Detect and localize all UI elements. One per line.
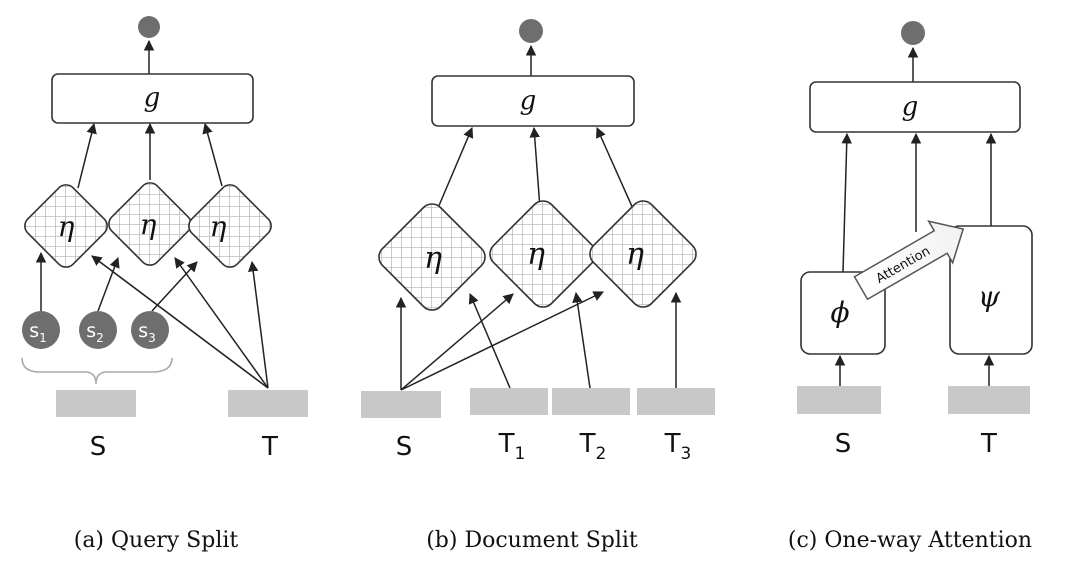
doc-label-2: T2	[579, 429, 607, 464]
segment-s3: s3	[131, 311, 169, 349]
g-label: g	[144, 83, 161, 113]
doc-input-bar-1	[470, 388, 548, 415]
doc-label-1: T1	[498, 429, 526, 464]
arrow-eta3-to-g	[596, 127, 639, 221]
segment-s2: s2	[79, 311, 117, 349]
query-input-bar	[797, 386, 881, 414]
doc-input-bar	[228, 390, 308, 417]
panel-b-document-split: g η η η S T1 T2 T3 (b) Documen	[361, 19, 715, 553]
eta-label: η	[424, 241, 442, 276]
query-label: S	[835, 429, 852, 459]
svg-text:s1: s1	[29, 320, 47, 345]
g-label: g	[902, 92, 919, 122]
panel-c-one-way-attention: g ϕ ψ Attention S T (c) One-way Attentio…	[788, 21, 1033, 553]
eta-label: η	[210, 210, 227, 243]
eta-block-3: η	[188, 184, 272, 268]
svg-text:s3: s3	[138, 320, 156, 345]
svg-text:s2: s2	[86, 320, 104, 345]
segment-brace	[21, 357, 173, 385]
caption-c: (c) One-way Attention	[788, 528, 1032, 553]
eta-block-1: η	[378, 203, 486, 311]
eta-block-2: η	[108, 182, 192, 266]
query-label: S	[396, 432, 413, 462]
arrow-t-to-eta2	[174, 257, 269, 389]
doc-input-bar-2	[552, 388, 630, 415]
phi-label: ϕ	[830, 296, 849, 329]
psi-label: ψ	[978, 280, 1001, 313]
g-box	[809, 81, 1021, 133]
g-label: g	[520, 86, 537, 116]
arrow-s-to-eta2	[400, 293, 514, 391]
eta-block-1: η	[24, 184, 108, 268]
eta-block-3: η	[589, 200, 697, 308]
arrow-s-to-eta3	[400, 291, 604, 391]
query-input-bar	[56, 390, 136, 417]
doc-label: T	[261, 432, 278, 462]
eta-block-2: η	[489, 200, 597, 308]
arrow-eta1-to-g	[77, 122, 97, 189]
arrow-eta3-to-g	[202, 122, 223, 187]
output-dot	[901, 21, 925, 45]
doc-input-bar	[948, 386, 1030, 414]
eta-label: η	[140, 208, 157, 241]
segment-s1: s1	[22, 311, 60, 349]
arrow-s2-to-eta2	[97, 257, 120, 312]
arrow-t2-to-eta2	[572, 291, 591, 389]
arrow-t1-to-eta1	[468, 293, 511, 389]
output-dot	[138, 16, 160, 38]
arrow-s3-to-eta3	[151, 261, 198, 312]
eta-label: η	[527, 237, 545, 272]
eta-label: η	[58, 210, 75, 243]
g-box	[431, 75, 635, 127]
arrow-phi-to-g	[841, 132, 852, 273]
panel-a-query-split: g η η η s1 s2	[21, 16, 308, 553]
output-dot	[519, 19, 543, 43]
doc-input-bar-3	[637, 388, 715, 415]
doc-label: T	[980, 429, 997, 459]
doc-label-3: T3	[664, 429, 692, 464]
arrow-t-to-eta3	[247, 260, 269, 389]
query-input-bar	[361, 391, 441, 418]
query-label: S	[90, 432, 107, 462]
caption-b: (b) Document Split	[426, 528, 638, 553]
eta-label: η	[626, 237, 644, 272]
arrow-t-to-eta1	[91, 255, 269, 389]
caption-a: (a) Query Split	[74, 528, 239, 553]
